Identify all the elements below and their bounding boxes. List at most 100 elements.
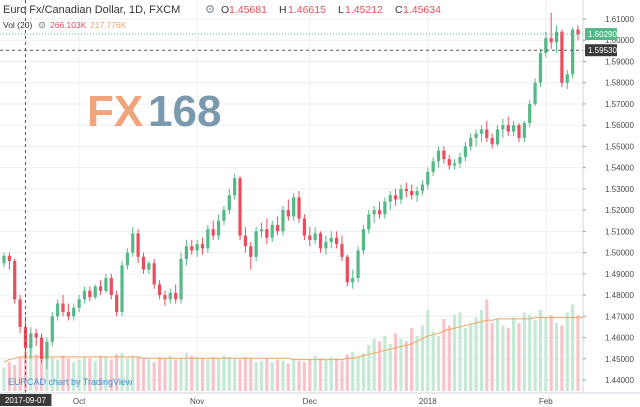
candle: [565, 69, 569, 90]
volume-bar: [206, 359, 210, 391]
candle: [168, 288, 172, 304]
candles: [2, 12, 580, 370]
price-tick-label: 1.47000: [605, 312, 634, 321]
candle: [238, 176, 242, 240]
candle-body: [528, 103, 532, 124]
candle: [447, 154, 451, 170]
candle-body: [367, 214, 371, 230]
candle: [249, 241, 253, 270]
price-axis[interactable]: 1.61000 1.60000 1.59000 1.58000 1.57000 1.560…: [582, 0, 640, 393]
candle-body: [109, 278, 113, 296]
candle-body: [426, 171, 430, 185]
time-tick-label: Nov: [190, 397, 204, 406]
time-tick-label: 2018: [419, 397, 437, 406]
candle-body: [66, 312, 70, 317]
candle-body: [125, 252, 129, 266]
candle-body: [356, 250, 360, 279]
candle-body: [512, 125, 516, 132]
time-axis[interactable]: OctNovDec2018FebMar2017-09-07: [0, 392, 640, 407]
ohlc-high-value: 1.46615: [288, 4, 326, 16]
volume-bar: [125, 358, 129, 391]
volume-bar: [168, 355, 172, 391]
candle: [7, 252, 11, 270]
volume-bar: [45, 351, 49, 391]
volume-bar: [136, 356, 140, 391]
volume-bar: [410, 328, 414, 391]
gear-icon[interactable]: [38, 21, 46, 29]
price-tick-label: 1.52000: [605, 206, 634, 215]
candle: [125, 248, 129, 270]
candle: [141, 252, 146, 274]
candle-body: [377, 210, 382, 215]
volume-bar: [501, 325, 505, 391]
candle-body: [506, 125, 510, 132]
candle-body: [222, 210, 226, 221]
candle: [200, 237, 205, 255]
candle-body: [393, 195, 398, 200]
candle-body: [265, 229, 269, 238]
candle-body: [243, 235, 248, 247]
candle-body: [490, 137, 494, 145]
volume-bar: [576, 315, 580, 391]
volume-bar: [238, 359, 242, 391]
volume-bar: [211, 356, 215, 391]
candle: [39, 333, 44, 364]
volume-bar: [88, 358, 92, 391]
candle-body: [270, 224, 274, 238]
price-tick-label: 1.59000: [605, 57, 634, 66]
candle-body: [2, 255, 6, 264]
candle-body: [297, 197, 301, 219]
candle-body: [216, 220, 221, 236]
candle: [372, 205, 376, 223]
candle: [292, 193, 296, 221]
candle-body: [206, 229, 210, 249]
chart-header: Euro Fx/Canadian Dollar, 1D, FXCM O 1.45…: [3, 4, 441, 30]
volume-bar: [61, 355, 65, 391]
tradingview-credit[interactable]: EURCAD chart by TradingView: [8, 377, 133, 387]
volume-bar: [131, 355, 135, 391]
candle-body: [141, 256, 146, 270]
candle-body: [254, 231, 258, 257]
candle-body: [340, 244, 344, 257]
volume-bar: [345, 354, 349, 391]
candle-body: [410, 191, 414, 196]
candle-body: [29, 333, 33, 349]
volume-bar: [474, 317, 478, 391]
gear-icon[interactable]: [206, 5, 215, 14]
volume-bar: [463, 328, 467, 391]
volume-bar: [415, 335, 419, 391]
candle: [216, 214, 221, 240]
volume-bar: [195, 356, 199, 391]
time-tick-label: Oct: [73, 397, 86, 406]
volume-bar: [302, 362, 307, 391]
candle: [286, 199, 290, 221]
candle: [345, 254, 349, 287]
candle: [453, 159, 457, 170]
candle-body: [560, 31, 564, 83]
candle-body: [88, 290, 92, 298]
candle-body: [485, 129, 489, 138]
volume-bar: [340, 360, 344, 391]
volume-bar: [174, 359, 178, 391]
volume-bar: [72, 362, 76, 391]
candle-body: [399, 188, 403, 200]
volume-bar: [560, 325, 564, 391]
candle: [72, 303, 76, 321]
volume-bar: [458, 312, 462, 391]
crosshair-date-badge: [0, 394, 52, 406]
price-tick-label: 1.50000: [605, 249, 634, 258]
candle: [501, 118, 505, 138]
volume-bar: [329, 356, 333, 391]
candle: [334, 231, 339, 249]
candle-body: [458, 157, 462, 164]
volume-bar: [436, 335, 441, 391]
candle-body: [82, 290, 87, 300]
candle-body: [174, 292, 178, 300]
volume-bar: [56, 359, 60, 391]
volume-bar: [479, 309, 484, 391]
ohlc-low-label: L: [338, 4, 344, 16]
candle-body: [565, 74, 569, 83]
candle: [211, 220, 215, 240]
volume-bar: [7, 362, 11, 391]
